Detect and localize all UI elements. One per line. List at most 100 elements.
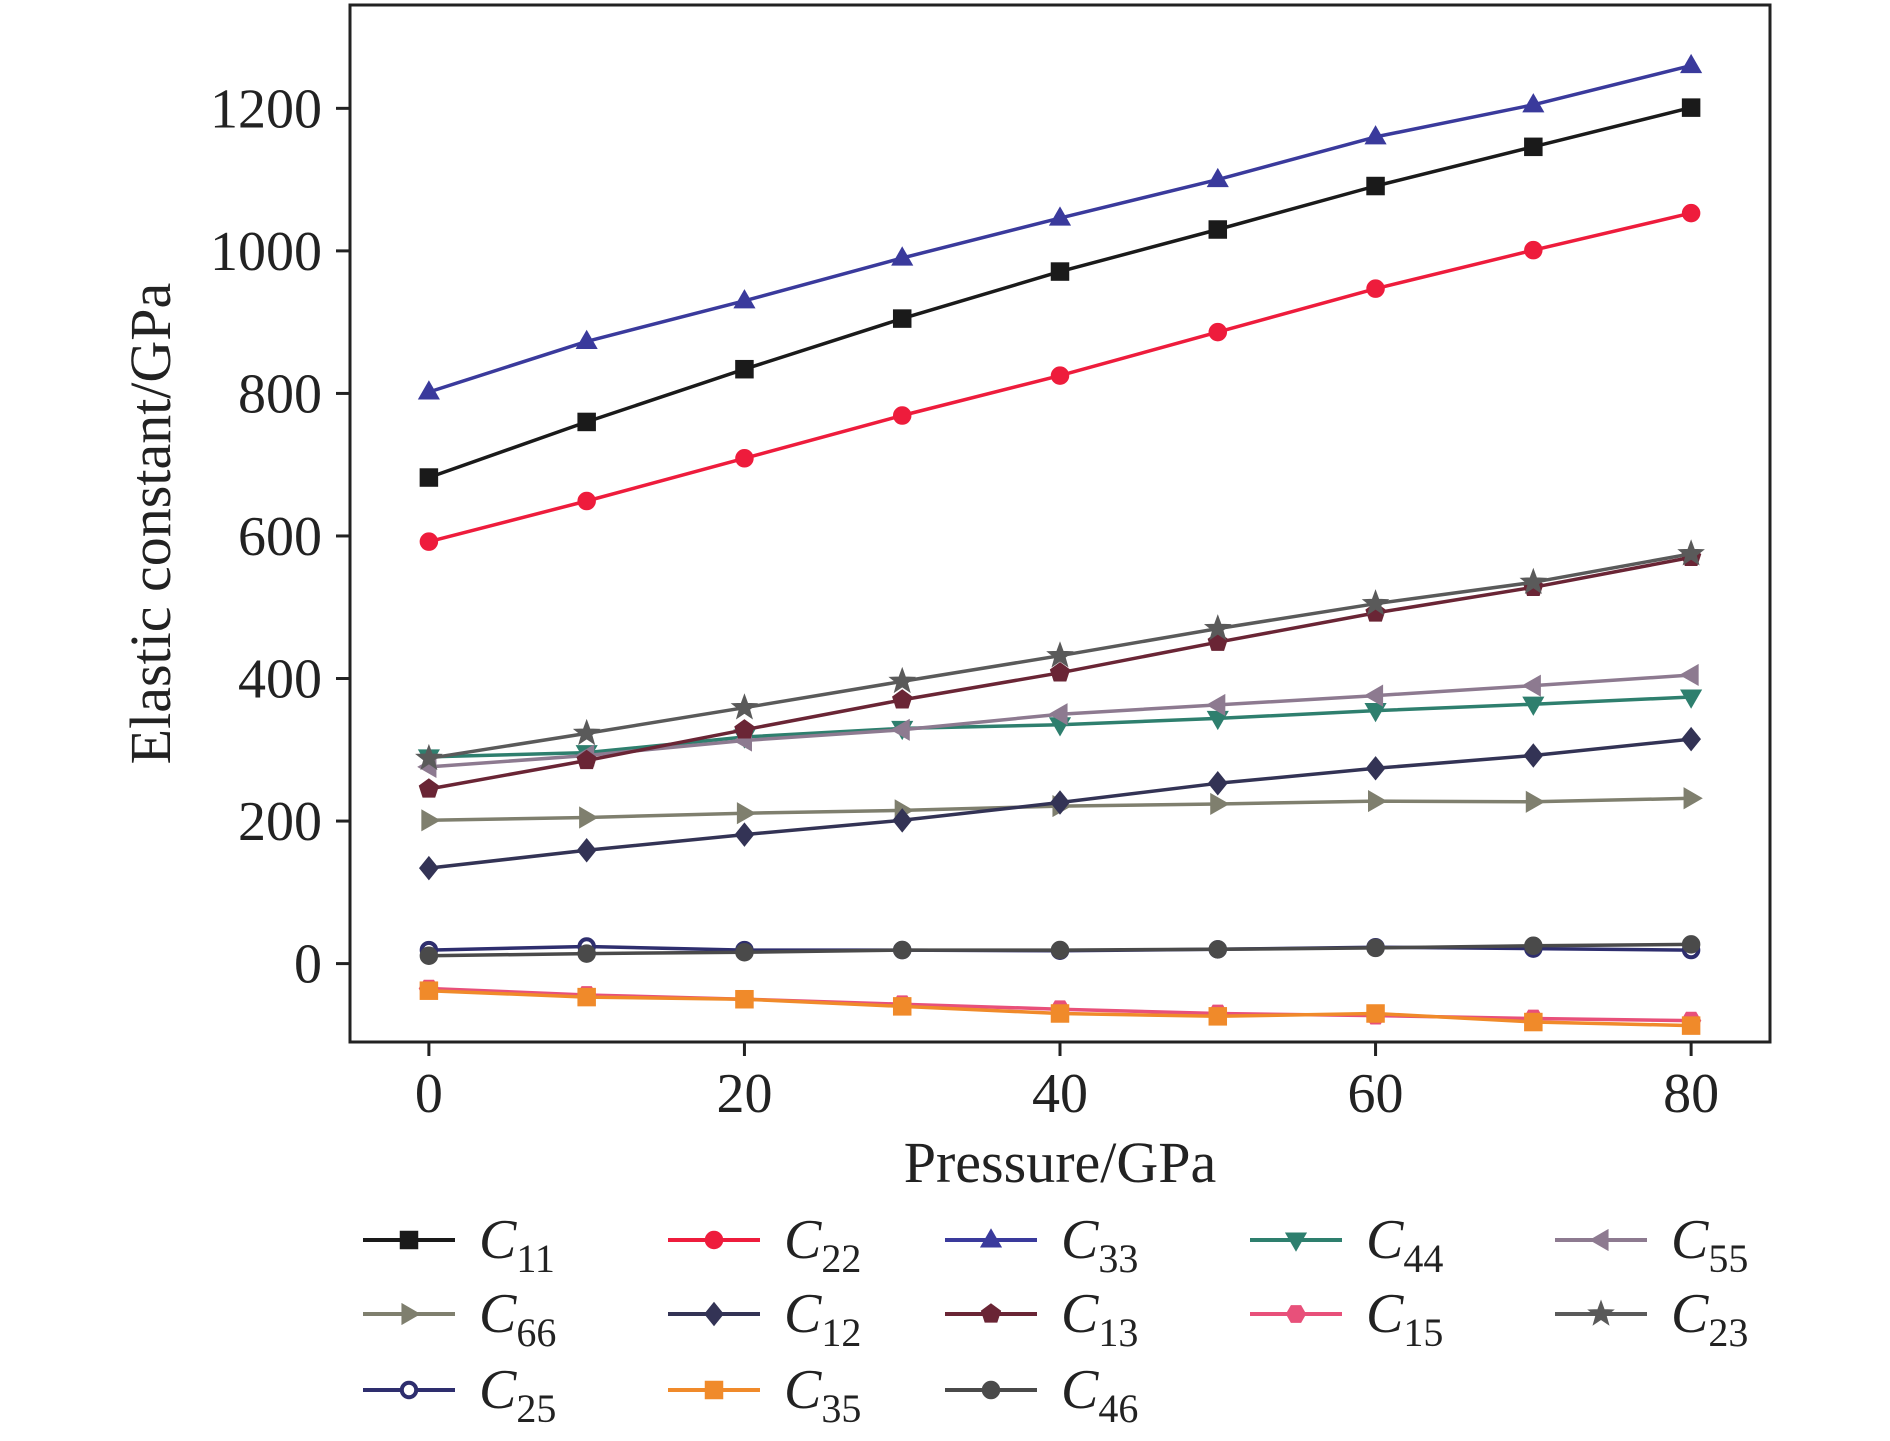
data-point-c66	[736, 802, 757, 825]
legend-label: C35	[784, 1359, 861, 1431]
legend-marker	[704, 1380, 724, 1400]
data-point-c22	[892, 406, 912, 425]
y-tick-label: 200	[238, 791, 322, 853]
legend-marker	[1589, 1228, 1609, 1252]
x-tick-label: 20	[716, 1063, 772, 1125]
data-point-c44	[1364, 703, 1387, 723]
legend-label: C46	[1061, 1359, 1138, 1431]
data-point-c11	[577, 412, 596, 432]
data-point-c22	[1524, 240, 1543, 260]
data-point-c66	[421, 809, 441, 832]
data-point-c46	[577, 944, 596, 963]
data-point-c22	[1681, 203, 1701, 223]
data-point-c23	[1519, 567, 1548, 595]
data-point-c11	[1681, 98, 1701, 117]
x-tick-label: 80	[1663, 1063, 1719, 1125]
data-point-c33	[733, 289, 756, 309]
legend-item-c11: C11	[363, 1209, 555, 1281]
data-point-c22	[419, 532, 439, 551]
data-point-c12	[1681, 726, 1702, 752]
data-point-c23	[1046, 641, 1074, 668]
data-point-c35	[892, 997, 912, 1016]
data-point-c33	[1048, 206, 1072, 226]
data-point-c12	[1207, 771, 1228, 796]
data-point-c33	[891, 246, 914, 266]
data-point-c12	[1365, 756, 1386, 781]
data-point-c55	[1363, 684, 1384, 707]
data-point-c35	[1524, 1012, 1543, 1032]
legend-label: C12	[784, 1283, 861, 1355]
x-tick-label: 40	[1032, 1063, 1088, 1125]
legend-marker	[1284, 1232, 1308, 1252]
data-point-c35	[1366, 1004, 1385, 1023]
data-point-c44	[1680, 689, 1703, 709]
data-point-c33	[1206, 167, 1229, 188]
series-c23	[415, 539, 1705, 771]
legend-label: C66	[479, 1283, 556, 1355]
legend-item-c23: C23	[1555, 1283, 1748, 1355]
series-c35	[419, 981, 1701, 1035]
data-point-c13	[734, 719, 755, 739]
data-point-c22	[1050, 366, 1070, 385]
data-point-c35	[419, 981, 439, 1000]
data-point-c12	[576, 838, 597, 863]
series-c12	[418, 726, 1702, 881]
data-point-c46	[1681, 935, 1701, 954]
legend-label: C55	[1671, 1209, 1748, 1281]
data-point-c66	[1525, 790, 1546, 813]
legend-item-c12: C12	[668, 1283, 861, 1355]
legend-label: C11	[479, 1209, 555, 1281]
series-c22	[419, 203, 1701, 551]
data-point-c46	[1524, 936, 1543, 956]
data-point-c66	[579, 806, 599, 829]
plot-frame	[348, 3, 1772, 1044]
data-point-c35	[1208, 1007, 1228, 1026]
data-point-c46	[419, 946, 439, 966]
data-point-c23	[1361, 589, 1390, 616]
data-point-c13	[892, 689, 913, 709]
data-point-c22	[577, 491, 596, 511]
data-point-c13	[576, 749, 597, 770]
data-point-c44	[1522, 696, 1545, 716]
series-c11	[419, 98, 1701, 487]
data-point-c33	[1522, 93, 1545, 113]
legend-item-c35: C35	[668, 1359, 861, 1431]
data-point-c55	[1206, 693, 1226, 716]
data-point-c46	[735, 942, 754, 962]
data-point-c35	[577, 987, 596, 1007]
data-point-c23	[888, 666, 917, 694]
data-point-c55	[1679, 663, 1699, 687]
data-point-c13	[1049, 662, 1071, 682]
x-axis-title: Pressure/GPa	[904, 1130, 1217, 1195]
y-tick-label: 600	[238, 506, 322, 568]
legend-item-c46: C46	[945, 1359, 1138, 1431]
data-point-c46	[1208, 940, 1228, 959]
data-point-c12	[1050, 790, 1070, 815]
data-point-c11	[1366, 176, 1385, 196]
data-point-c35	[735, 989, 754, 1009]
legend-label: C13	[1061, 1283, 1138, 1355]
x-tick-label: 0	[415, 1063, 443, 1125]
legend-marker	[401, 1302, 421, 1326]
legend-marker	[1587, 1299, 1615, 1326]
legend-item-c55: C55	[1555, 1209, 1748, 1281]
legend-item-c33: C33	[945, 1209, 1138, 1281]
y-tick-label: 400	[238, 649, 322, 711]
data-point-c23	[415, 743, 443, 771]
legend-label: C25	[479, 1359, 556, 1431]
data-point-c33	[575, 329, 598, 349]
legend-marker	[981, 1380, 1001, 1400]
data-point-c11	[419, 468, 439, 487]
legend-label: C23	[1671, 1283, 1748, 1355]
y-axis-title: Elastic constant/GPa	[118, 283, 183, 765]
data-point-c11	[1524, 137, 1543, 157]
series-c46	[419, 935, 1701, 966]
data-point-c23	[1203, 614, 1232, 641]
series-line-c11	[428, 105, 1692, 480]
data-point-c55	[1048, 703, 1068, 726]
data-point-c11	[735, 359, 754, 379]
data-point-c11	[1208, 220, 1228, 239]
